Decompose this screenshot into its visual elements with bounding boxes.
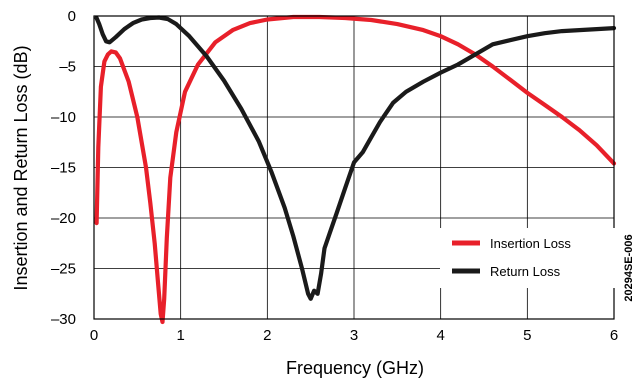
y-tick-label: –5 [59, 59, 76, 76]
data-curves [94, 14, 617, 325]
insertion-loss-curve [94, 14, 617, 325]
y-axis-title: Insertion and Return Loss (dB) [11, 45, 31, 290]
x-tick-label: 6 [610, 327, 618, 344]
legend-background [440, 228, 615, 288]
x-tick-label: 5 [523, 327, 531, 344]
legend: Insertion Loss Return Loss [440, 228, 615, 288]
x-tick-label: 1 [176, 327, 184, 344]
y-tick-label: 0 [68, 8, 76, 25]
y-tick-label: –30 [51, 311, 76, 328]
y-tick-label: –10 [51, 109, 76, 126]
plot-frame [93, 15, 615, 320]
x-axis-title: Frequency (GHz) [286, 358, 424, 378]
x-tick-label: 3 [350, 327, 358, 344]
figure-id-label: 20294SE-006 [623, 234, 635, 301]
axis-ticks: 0 –5 –10 –15 –20 –25 –30 0 1 2 3 4 5 6 [51, 8, 618, 344]
x-tick-label: 2 [263, 327, 271, 344]
y-tick-label: –25 [51, 261, 76, 278]
return-loss-curve [94, 15, 617, 301]
x-tick-label: 4 [436, 327, 444, 344]
legend-label-insertion-loss: Insertion Loss [490, 236, 571, 251]
legend-label-return-loss: Return Loss [490, 264, 561, 279]
x-tick-label: 0 [90, 327, 98, 344]
y-tick-label: –15 [51, 160, 76, 177]
y-tick-label: –20 [51, 210, 76, 227]
